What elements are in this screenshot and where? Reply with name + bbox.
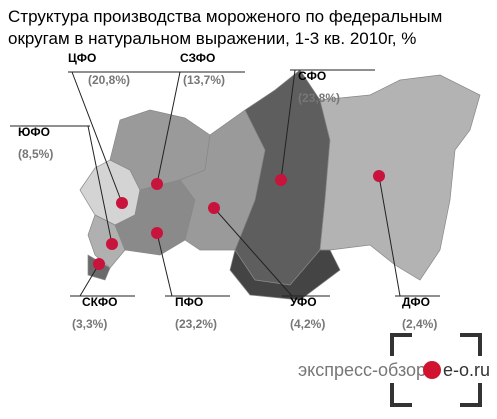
region-dot: [106, 238, 118, 250]
logo-text: экспресс-обзор: [298, 360, 426, 380]
leader-line: [155, 71, 245, 185]
region-dot: [275, 174, 287, 186]
leader-line: [280, 69, 375, 181]
title-line: Структура производства мороженого по фед…: [8, 7, 442, 26]
map: [79, 69, 481, 301]
region-dot: [93, 258, 105, 270]
logo-text: e-o.ru: [443, 360, 490, 380]
region-name: ПФО: [175, 295, 203, 309]
region-dot: [151, 227, 163, 239]
region-value: (23,2%): [175, 317, 217, 331]
leader-line: [213, 207, 330, 297]
region-name: СФО: [298, 69, 326, 83]
region-name: СКФО: [82, 295, 117, 309]
leader-line: [70, 263, 135, 297]
logo: экспресс-обзор e-o.ru: [298, 333, 490, 407]
region-dot: [208, 202, 220, 214]
leader-line: [378, 175, 440, 297]
region-value: (13,7%): [183, 73, 225, 87]
region-name: ЦФО: [68, 51, 96, 65]
region-value: (3,3%): [72, 317, 107, 331]
region-value: (23,8%): [298, 91, 340, 105]
leader-line: [68, 71, 155, 204]
region-value: (2,4%): [402, 317, 437, 331]
region-name: ДФО: [402, 295, 430, 309]
region-value: (8,5%): [18, 147, 53, 161]
leader-line: [156, 232, 230, 297]
region-value: (20,8%): [88, 73, 130, 87]
region-name: УФО: [290, 295, 317, 309]
region-dot: [151, 178, 163, 190]
region-value: (4,2%): [290, 317, 325, 331]
region-name: СЗФО: [180, 51, 215, 65]
leader-line: [10, 125, 113, 245]
region-name: ЮФО: [18, 125, 50, 139]
region-dot: [116, 197, 128, 209]
region-dot: [373, 170, 385, 182]
title-line: округам в натуральном выражении, 1-3 кв.…: [8, 29, 416, 48]
